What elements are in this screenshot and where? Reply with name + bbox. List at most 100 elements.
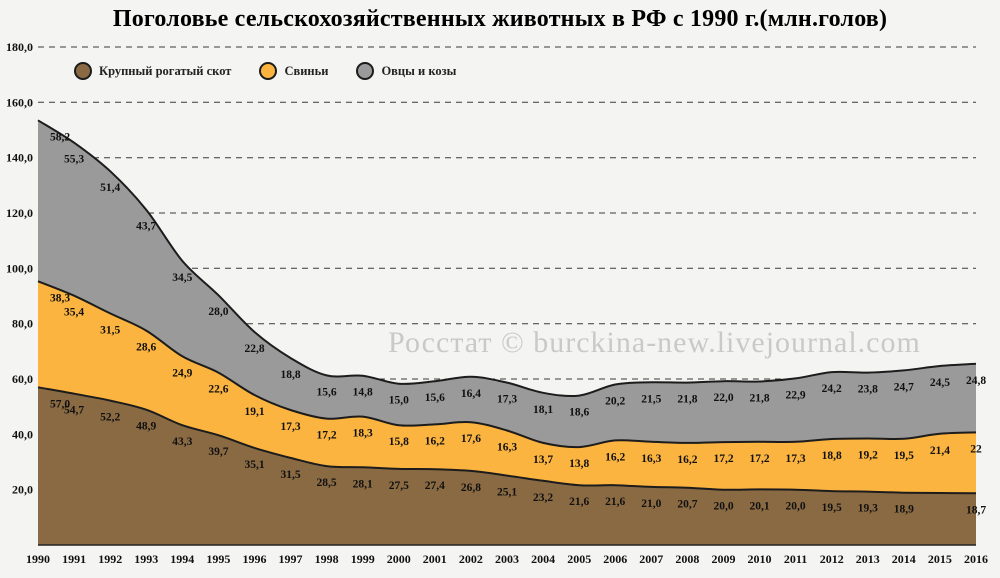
x-tick-label: 2004 bbox=[531, 552, 555, 566]
value-label: 18,8 bbox=[280, 369, 300, 381]
series-line-1 bbox=[37, 280, 977, 449]
value-label: 13,8 bbox=[569, 458, 589, 470]
y-tick-label: 100,0 bbox=[6, 261, 33, 275]
x-tick-label: 2013 bbox=[856, 552, 880, 566]
value-label: 21,0 bbox=[641, 498, 661, 510]
value-label: 18,3 bbox=[353, 428, 373, 440]
value-label: 15,8 bbox=[389, 436, 409, 448]
value-label: 19,1 bbox=[244, 406, 264, 418]
x-tick-label: 2012 bbox=[820, 552, 844, 566]
x-tick-label: 1991 bbox=[62, 552, 86, 566]
value-label: 18,7 bbox=[966, 504, 986, 516]
x-tick-label: 1994 bbox=[170, 552, 194, 566]
series-line-0 bbox=[37, 386, 977, 495]
value-label: 51,4 bbox=[100, 182, 120, 194]
x-tick-label: 2008 bbox=[675, 552, 699, 566]
value-label: 35,4 bbox=[64, 307, 84, 319]
value-label: 52,2 bbox=[100, 412, 120, 424]
value-label: 21,6 bbox=[569, 496, 589, 508]
area-1 bbox=[38, 281, 976, 494]
value-label: 21,8 bbox=[749, 393, 769, 405]
x-tick-label: 1993 bbox=[134, 552, 158, 566]
legend-item-pigs: Свиньи bbox=[259, 62, 328, 80]
x-tick-label: 2003 bbox=[495, 552, 519, 566]
value-label: 16,2 bbox=[425, 435, 445, 447]
value-label: 23,2 bbox=[533, 492, 553, 504]
value-label: 15,0 bbox=[389, 395, 409, 407]
x-tick-label: 1995 bbox=[206, 552, 230, 566]
value-label: 28,1 bbox=[353, 478, 373, 490]
x-tick-label: 2001 bbox=[423, 552, 447, 566]
value-label: 24,8 bbox=[966, 375, 986, 387]
area-2 bbox=[38, 120, 976, 448]
x-tick-label: 1998 bbox=[315, 552, 339, 566]
y-tick-label: 160,0 bbox=[6, 95, 33, 109]
value-label: 22,6 bbox=[208, 384, 228, 396]
value-label: 35,1 bbox=[244, 459, 264, 471]
value-label: 19,2 bbox=[858, 450, 878, 462]
value-label: 43,3 bbox=[172, 436, 192, 448]
value-label: 20,2 bbox=[605, 396, 625, 408]
value-label: 27,4 bbox=[425, 480, 445, 492]
x-tick-label: 2015 bbox=[928, 552, 952, 566]
value-label: 16,3 bbox=[641, 453, 661, 465]
value-label: 24,5 bbox=[930, 377, 950, 389]
value-label: 20,1 bbox=[749, 500, 769, 512]
y-tick-label: 20,0 bbox=[12, 483, 33, 497]
y-tick-label: 80,0 bbox=[12, 317, 33, 331]
x-tick-label: 1999 bbox=[351, 552, 375, 566]
value-label: 22,9 bbox=[786, 389, 806, 401]
value-label: 13,7 bbox=[533, 454, 553, 466]
value-label: 34,5 bbox=[172, 272, 192, 284]
legend-label-sheep-goats: Овцы и козы bbox=[381, 63, 457, 78]
value-label: 18,9 bbox=[894, 504, 914, 516]
value-label: 14,8 bbox=[353, 387, 373, 399]
value-label: 17,6 bbox=[461, 433, 481, 445]
sheep-goats-swatch-icon bbox=[356, 62, 375, 80]
value-label: 22,0 bbox=[713, 392, 733, 404]
value-labels: 57,054,7 52,2 48,9 43,3 39,7 35,1 31,5 28,5 28,1… bbox=[50, 131, 986, 516]
y-tick-label: 40,0 bbox=[12, 427, 33, 441]
x-tick-label: 2014 bbox=[892, 552, 916, 566]
x-tick-label: 1992 bbox=[98, 552, 122, 566]
value-label: 57,0 bbox=[50, 398, 70, 410]
value-label: 28,5 bbox=[317, 477, 337, 489]
x-tick-label: 2011 bbox=[784, 552, 807, 566]
value-label: 19,5 bbox=[894, 450, 914, 462]
value-label: 16,2 bbox=[677, 454, 697, 466]
value-label: 20,0 bbox=[713, 501, 733, 513]
value-label: 15,6 bbox=[317, 386, 337, 398]
value-label: 21,6 bbox=[605, 496, 625, 508]
legend-label-cattle: Крупный рогатый скот bbox=[99, 63, 232, 78]
value-label: 19,5 bbox=[822, 502, 842, 514]
value-label: 18,1 bbox=[533, 404, 553, 416]
legend-label-pigs: Свиньи bbox=[284, 63, 329, 78]
value-label: 48,9 bbox=[136, 421, 156, 433]
value-label: 22,8 bbox=[244, 343, 264, 355]
x-tick-label: 2016 bbox=[964, 552, 988, 566]
value-label: 20,7 bbox=[677, 499, 697, 511]
pigs-swatch-icon bbox=[259, 62, 278, 80]
x-tick-label: 1990 bbox=[26, 552, 50, 566]
value-label: 21,4 bbox=[930, 445, 950, 457]
value-label: 31,5 bbox=[280, 469, 300, 481]
value-label: 58,2 bbox=[50, 131, 70, 143]
value-label: 17,3 bbox=[786, 453, 806, 465]
value-label: 17,2 bbox=[317, 430, 337, 442]
value-label: 19,3 bbox=[858, 503, 878, 515]
area-0 bbox=[38, 387, 976, 545]
x-tick-label: 2006 bbox=[603, 552, 627, 566]
value-label: 16,4 bbox=[461, 388, 481, 400]
value-label: 16,3 bbox=[497, 442, 517, 454]
value-label: 23,8 bbox=[858, 384, 878, 396]
value-label: 38,3 bbox=[50, 292, 70, 304]
value-label: 31,5 bbox=[100, 324, 120, 336]
x-tick-label: 1996 bbox=[243, 552, 267, 566]
value-label: 15,6 bbox=[425, 392, 445, 404]
value-label: 18,8 bbox=[822, 450, 842, 462]
value-label: 24,9 bbox=[172, 367, 192, 379]
value-label: 21,5 bbox=[641, 393, 661, 405]
x-tick-label: 1997 bbox=[279, 552, 303, 566]
